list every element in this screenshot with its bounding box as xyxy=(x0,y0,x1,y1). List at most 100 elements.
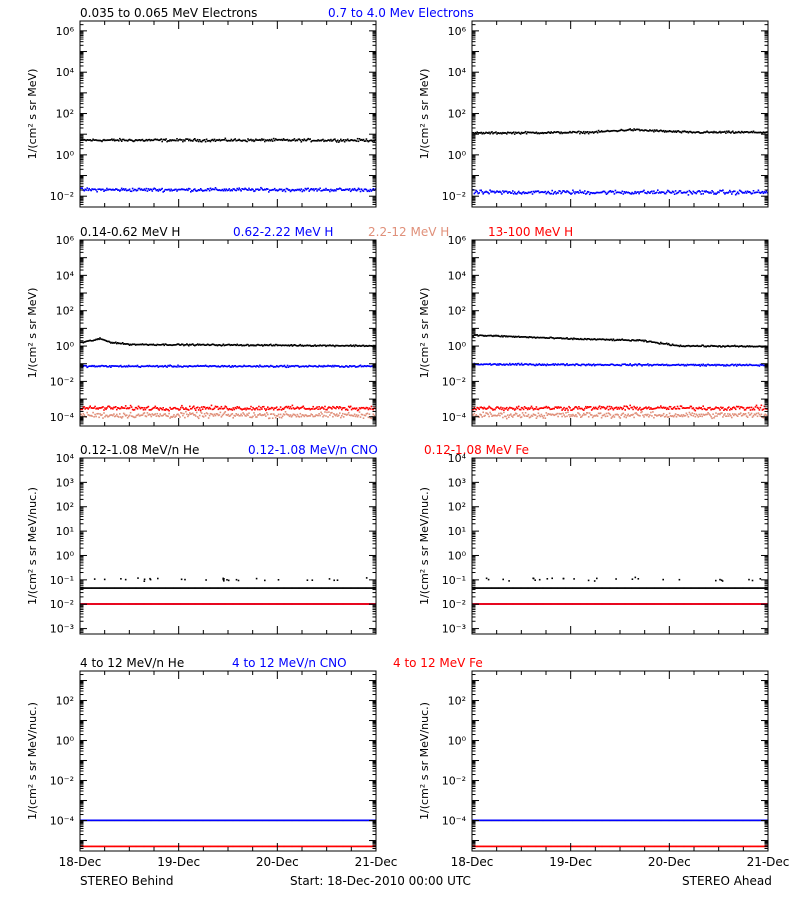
data-point xyxy=(269,189,272,192)
data-point xyxy=(206,413,209,415)
data-point xyxy=(731,131,733,133)
data-point xyxy=(151,408,154,410)
data-point xyxy=(760,413,763,416)
data-point xyxy=(589,406,592,408)
data-point xyxy=(315,345,317,347)
data-point xyxy=(243,188,245,191)
data-point xyxy=(545,412,548,414)
data-point xyxy=(693,345,696,347)
data-point xyxy=(610,191,613,193)
data-point xyxy=(197,409,200,411)
data-point xyxy=(176,343,178,346)
data-point xyxy=(545,364,548,367)
data-point xyxy=(190,191,192,193)
data-point xyxy=(561,337,563,340)
data-point xyxy=(333,138,335,141)
data-point xyxy=(287,587,290,589)
data-point xyxy=(734,190,736,193)
data-point xyxy=(479,406,481,409)
data-point xyxy=(705,413,707,416)
data-point xyxy=(175,587,177,589)
data-point xyxy=(246,140,248,143)
data-point xyxy=(506,133,508,135)
data-point xyxy=(86,139,88,141)
data-point xyxy=(649,340,651,343)
data-point xyxy=(205,344,208,346)
data-point xyxy=(531,131,534,134)
data-point xyxy=(286,413,289,416)
data-point xyxy=(706,130,708,133)
data-point xyxy=(307,587,309,589)
data-point xyxy=(544,190,547,193)
data-point xyxy=(509,406,511,409)
data-point xyxy=(500,406,502,409)
data-point xyxy=(539,407,542,409)
data-point xyxy=(185,407,187,409)
data-point xyxy=(554,406,556,408)
data-point xyxy=(96,190,98,193)
data-point xyxy=(661,342,664,345)
data-point xyxy=(314,407,316,410)
data-point xyxy=(575,363,577,365)
data-point xyxy=(105,414,107,417)
data-point xyxy=(169,190,171,192)
data-point xyxy=(552,132,554,134)
data-point xyxy=(628,364,630,366)
data-point xyxy=(254,190,256,192)
data-point xyxy=(250,587,252,589)
data-point xyxy=(734,363,737,366)
data-point xyxy=(356,587,359,589)
data-point xyxy=(246,407,248,409)
data-point xyxy=(593,192,596,195)
data-point xyxy=(672,344,675,346)
data-point xyxy=(201,139,204,142)
data-point xyxy=(632,129,634,132)
data-point xyxy=(595,130,598,133)
data-point xyxy=(303,415,306,418)
data-point xyxy=(199,188,202,190)
data-point xyxy=(349,365,352,367)
data-point xyxy=(695,364,698,367)
data-point xyxy=(713,408,715,410)
data-point xyxy=(648,340,650,343)
data-point xyxy=(144,587,147,589)
data-point xyxy=(81,187,84,189)
data-point xyxy=(494,414,496,417)
data-point xyxy=(496,335,498,337)
data-point xyxy=(329,587,331,589)
data-point xyxy=(654,129,656,131)
data-point xyxy=(660,342,663,345)
data-point xyxy=(598,338,601,340)
data-point xyxy=(477,335,479,337)
data-point xyxy=(189,188,191,190)
data-point xyxy=(157,577,159,580)
data-point xyxy=(239,139,241,142)
data-point xyxy=(112,342,114,344)
data-point xyxy=(511,363,513,366)
data-point xyxy=(292,189,295,191)
data-point xyxy=(257,343,259,346)
data-point xyxy=(338,365,340,367)
data-point xyxy=(496,133,498,135)
data-point xyxy=(512,363,514,365)
data-point xyxy=(223,139,226,141)
data-point xyxy=(491,335,493,337)
data-point xyxy=(519,336,522,338)
data-point xyxy=(327,407,329,409)
data-point xyxy=(548,407,551,409)
data-point xyxy=(477,192,479,195)
data-point xyxy=(570,414,572,416)
data-point xyxy=(99,407,101,409)
data-point xyxy=(147,344,150,346)
data-point xyxy=(285,587,288,589)
data-point xyxy=(327,364,329,367)
data-point xyxy=(281,139,284,142)
data-point xyxy=(582,132,584,134)
data-point xyxy=(587,406,590,409)
data-point xyxy=(90,340,92,342)
data-point xyxy=(536,408,539,410)
data-point xyxy=(90,189,92,192)
data-point xyxy=(657,342,659,344)
data-point xyxy=(185,189,187,191)
